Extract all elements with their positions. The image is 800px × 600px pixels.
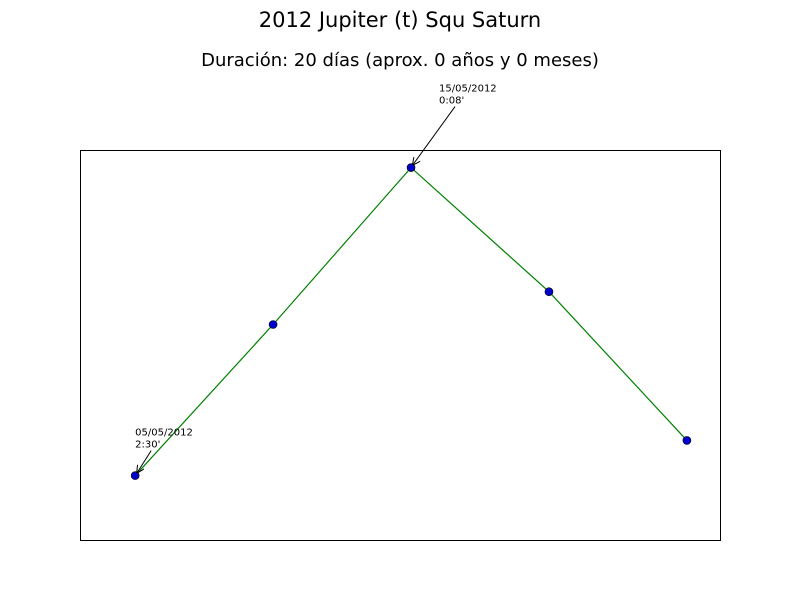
plot-area-frame [81, 151, 721, 541]
annotation-1-line-1: 0:08' [439, 96, 464, 107]
data-point-3 [545, 288, 553, 296]
data-point-4 [683, 436, 691, 444]
data-point-1 [269, 321, 277, 329]
annotation-0-line-1: 2:30' [135, 440, 160, 451]
annotation-1-arrow [413, 107, 455, 165]
annotation-0-arrow [137, 451, 151, 473]
series-layer [131, 164, 691, 480]
data-point-0 [131, 472, 139, 480]
series-line [135, 168, 687, 476]
annotation-0-line-0: 05/05/2012 [135, 428, 193, 439]
data-point-2 [407, 164, 415, 172]
annotation-1-line-0: 15/05/2012 [439, 84, 497, 95]
